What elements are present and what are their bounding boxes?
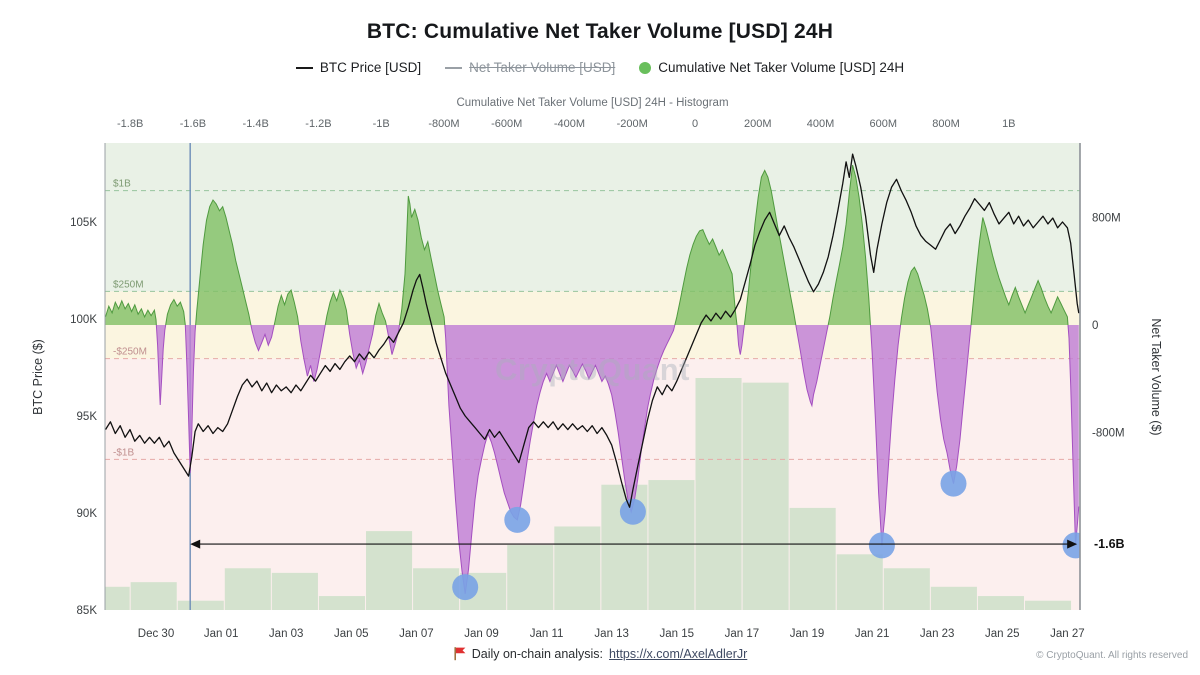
left-axis-tick: 105K [70, 217, 97, 229]
threshold-label: -$250M [113, 347, 147, 358]
signal-marker[interactable] [619, 498, 646, 525]
background-band [105, 143, 1080, 292]
legend-label: Net Taker Volume [USD] [469, 60, 616, 75]
page-title: BTC: Cumulative Net Taker Volume [USD] 2… [366, 20, 834, 43]
signal-marker[interactable] [504, 506, 531, 533]
histogram-bar [977, 596, 1024, 610]
right-axis-tick: -800M [1092, 428, 1125, 440]
histogram-bar [224, 568, 271, 610]
legend-item-3[interactable]: Cumulative Net Taker Volume [USD] 24H [639, 60, 904, 75]
top-axis-tick: -400M [554, 118, 585, 130]
left-axis-tick: 100K [70, 314, 97, 326]
histogram-bar [413, 568, 460, 610]
legend-item-1[interactable]: BTC Price [USD] [295, 60, 422, 75]
x-axis-tick: Jan 07 [399, 628, 434, 640]
left-axis-tick: 95K [77, 411, 98, 423]
histogram-bar [130, 582, 177, 610]
signal-marker[interactable] [452, 574, 479, 601]
top-axis-tick: -200M [617, 118, 648, 130]
x-axis-tick: Dec 30 [138, 628, 174, 640]
legend-label: Cumulative Net Taker Volume [USD] 24H [658, 60, 905, 75]
x-axis-tick: Jan 11 [530, 628, 564, 640]
x-axis-tick: Jan 25 [985, 628, 1020, 640]
arrowhead-left [190, 539, 201, 549]
histogram-bar [695, 378, 742, 610]
top-axis-tick: 1B [1002, 118, 1015, 130]
histogram-bar [742, 382, 789, 610]
histogram-bar [318, 596, 366, 610]
top-axis-tick: -1.4B [243, 118, 269, 130]
histogram-bar [1024, 600, 1072, 610]
top-axis-title: Cumulative Net Taker Volume [USD] 24H - … [456, 97, 729, 109]
x-axis-tick: Jan 21 [855, 628, 890, 640]
cnv-area-negative [105, 325, 1079, 594]
footer-text: Daily on-chain analysis: [471, 646, 604, 661]
legend: BTC Price [USD] Net Taker Volume [USD] Cum… [0, 60, 1200, 75]
histogram-bar [883, 568, 930, 610]
histogram-bar [554, 526, 601, 610]
signal-marker[interactable] [940, 470, 967, 497]
cnv-line-positive [105, 164, 1069, 325]
arrowhead-right [1067, 539, 1078, 549]
histogram-bar [789, 507, 836, 610]
x-axis-tick: Jan 05 [334, 628, 369, 640]
top-axis-tick: -1.6B [180, 118, 206, 130]
x-axis-tick: Jan 27 [1050, 628, 1085, 640]
x-axis-tick: Jan 19 [790, 628, 825, 640]
top-axis-tick: -1.8B [117, 118, 143, 130]
top-axis-tick: 200M [744, 118, 772, 130]
top-axis-tick: -600M [491, 118, 522, 130]
copyright-text: © CryptoQuant. All rights reserved [1036, 650, 1188, 661]
signal-marker[interactable] [868, 532, 895, 559]
arrow-label: -1.6B [1094, 537, 1125, 551]
top-axis-tick: 800M [932, 118, 960, 130]
threshold-label: $1B [113, 179, 131, 190]
histogram-bar [930, 586, 977, 610]
footer-link[interactable]: https://x.com/AxelAdlerJr [609, 646, 748, 661]
footer: Daily on-chain analysis: https://x.com/A… [0, 646, 1200, 661]
price-line [105, 153, 1080, 508]
x-axis-tick: Jan 01 [204, 628, 239, 640]
histogram-bar [105, 586, 130, 610]
top-axis-tick: 400M [807, 118, 835, 130]
histogram-bar [271, 572, 318, 610]
left-axis-tick: 90K [77, 508, 98, 520]
right-axis-tick: 800M [1092, 212, 1121, 224]
red-flag-icon [453, 646, 466, 661]
top-axis-tick: 0 [692, 118, 698, 130]
x-axis-tick: Jan 03 [269, 628, 304, 640]
top-axis-tick: -1.2B [305, 118, 331, 130]
right-axis-tick: 0 [1092, 320, 1098, 332]
x-axis-tick: Jan 17 [725, 628, 760, 640]
legend-line-swatch [295, 66, 313, 69]
legend-item-2[interactable]: Net Taker Volume [USD] [445, 60, 615, 75]
legend-dot-swatch [639, 61, 652, 74]
legend-label: BTC Price [USD] [319, 60, 422, 75]
x-axis-tick: Jan 13 [594, 628, 629, 640]
histogram-bar [836, 554, 883, 610]
histogram-bar [507, 545, 554, 610]
top-axis-tick: 600M [870, 118, 898, 130]
histogram-bar [177, 600, 224, 610]
left-axis-title: BTC Price ($) [31, 339, 45, 415]
x-axis-tick: Jan 23 [920, 628, 955, 640]
histogram-bar [366, 531, 413, 610]
histogram-bar [648, 480, 695, 610]
x-axis-tick: Jan 15 [660, 628, 695, 640]
right-axis-title: Net Taker Volume ($) [1149, 318, 1163, 435]
top-axis-tick: -800M [428, 118, 459, 130]
x-axis-tick: Jan 09 [464, 628, 499, 640]
left-axis-tick: 85K [77, 605, 98, 617]
cnv-line-negative [155, 325, 1080, 594]
signal-marker[interactable] [1062, 532, 1089, 559]
threshold-label: $250M [113, 279, 144, 290]
legend-line-swatch [445, 66, 463, 69]
top-axis-tick: -1B [373, 118, 390, 130]
threshold-label: -$1B [113, 447, 134, 458]
